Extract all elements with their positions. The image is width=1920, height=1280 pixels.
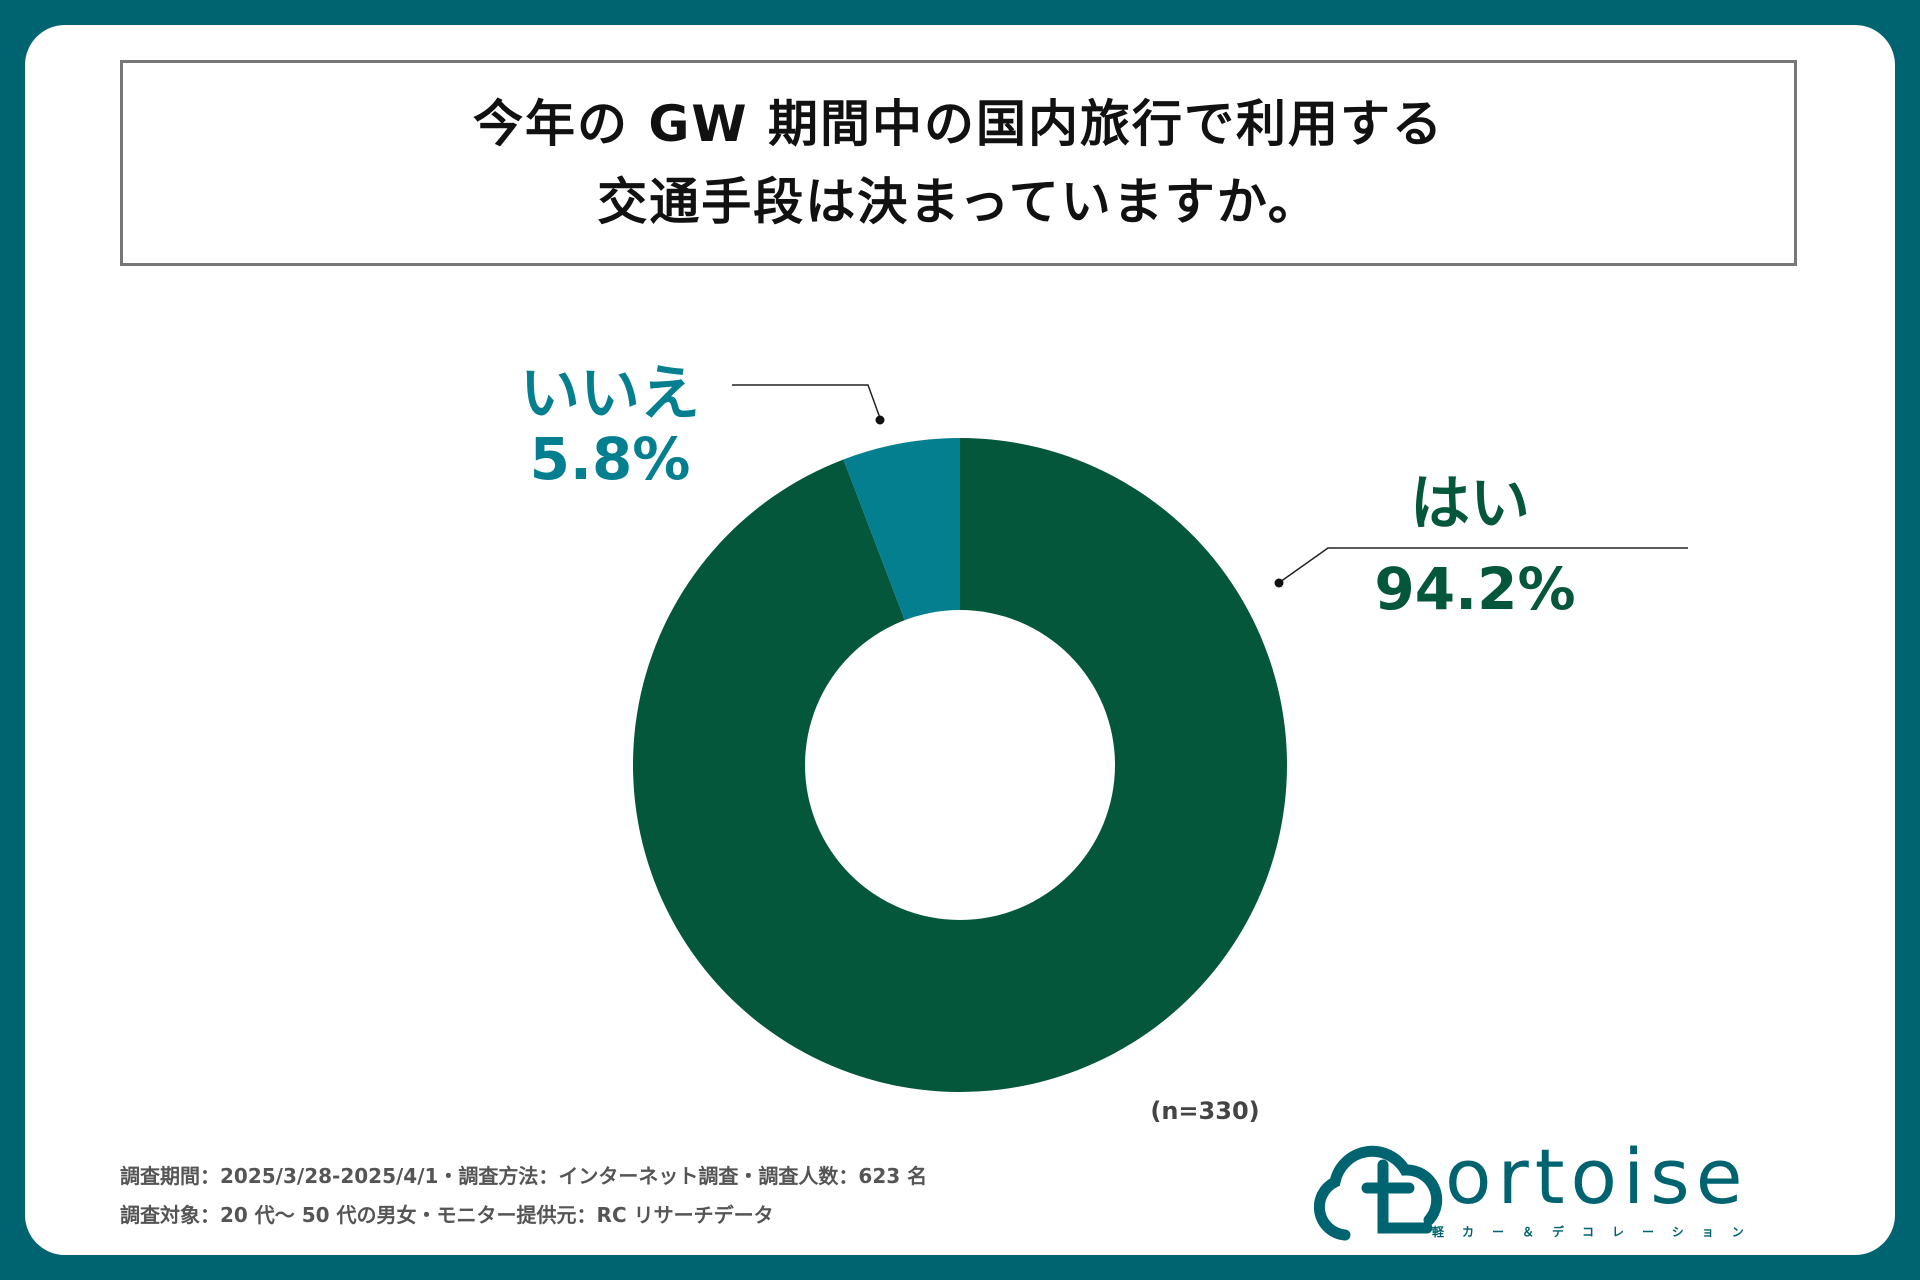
cloud-t-logo-icon bbox=[1313, 1145, 1443, 1241]
slice-label-no-name: いいえ bbox=[520, 359, 700, 429]
survey-footnote-2: 調査対象：20 代～ 50 代の男女・モニター提供元：RC リサーチデータ bbox=[120, 1203, 774, 1227]
slice-label-yes-value: 94.2% bbox=[1374, 555, 1576, 623]
title-line-1: 今年の GW 期間中の国内旅行で利用する bbox=[472, 95, 1444, 153]
slice-label-yes-name: はい bbox=[1410, 469, 1530, 539]
title-line-2: 交通手段は決まっていますか。 bbox=[597, 173, 1320, 231]
survey-footnote-1: 調査期間：2025/3/28-2025/4/1・調査方法：インターネット調査・調… bbox=[120, 1164, 928, 1188]
logo-wordmark: ortoise bbox=[1445, 1132, 1749, 1221]
title-box: 今年の GW 期間中の国内旅行で利用する 交通手段は決まっていますか。 bbox=[120, 60, 1797, 266]
leader-dot-yes bbox=[1274, 578, 1284, 588]
leader-line-no bbox=[732, 384, 881, 419]
donut-hole bbox=[805, 610, 1115, 920]
slice-label-no-value: 5.8% bbox=[529, 425, 691, 493]
leader-dot-no bbox=[875, 415, 885, 425]
tortoise-logo: ortoise 軽カー＆デコレーション bbox=[1305, 1130, 1805, 1250]
logo-tagline: 軽カー＆デコレーション bbox=[1432, 1225, 1762, 1239]
leader-line-yes bbox=[1279, 547, 1688, 583]
sample-size-note: (n=330) bbox=[1150, 1097, 1260, 1125]
